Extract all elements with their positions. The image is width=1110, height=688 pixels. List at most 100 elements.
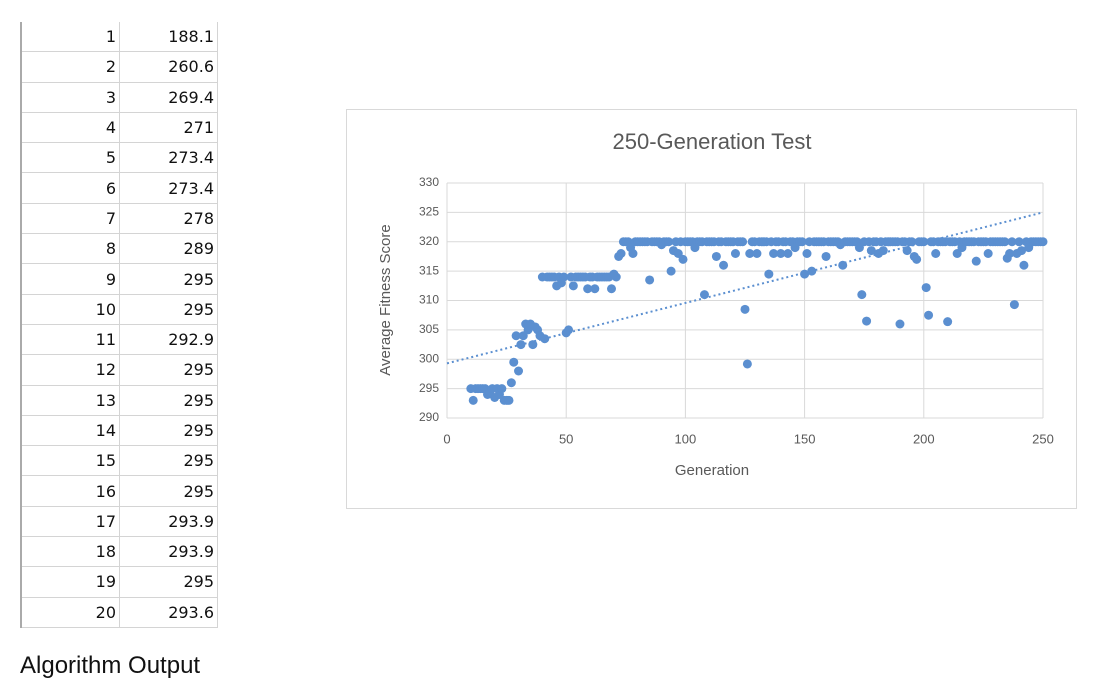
point — [802, 249, 812, 258]
point — [943, 317, 953, 327]
table-cell: 293.6 — [119, 597, 218, 628]
point — [730, 249, 740, 258]
point — [504, 395, 514, 405]
table-cell: 10 — [20, 294, 120, 325]
table-cell: 5 — [20, 142, 120, 174]
data-table: 1 188.1 2 260.6 3 269.4 4 271 5 273.4 6 273.4 7 278 8 2… — [20, 22, 218, 628]
x-axis-title: Generation — [675, 462, 749, 479]
point — [912, 254, 922, 264]
table-cell: 269.4 — [119, 82, 218, 113]
point — [1000, 237, 1010, 247]
y-axis-title: Average Fitness Score — [377, 224, 394, 375]
table-row: 2 260.6 — [20, 51, 218, 83]
x-tick-label: 150 — [794, 431, 816, 446]
point — [783, 249, 793, 258]
point — [611, 272, 621, 282]
table-row: 19 295 — [20, 566, 218, 598]
table-row: 11 292.9 — [20, 324, 218, 356]
point — [699, 290, 709, 300]
point — [664, 237, 674, 247]
point — [506, 378, 516, 388]
point — [1017, 246, 1027, 256]
point — [1038, 237, 1048, 247]
x-tick-label: 250 — [1032, 431, 1054, 446]
y-tick-label: 325 — [419, 205, 439, 219]
table-cell: 20 — [20, 597, 120, 628]
table-cell: 11 — [20, 324, 120, 356]
point — [606, 284, 616, 294]
point — [878, 246, 888, 256]
table-row: 4 271 — [20, 112, 218, 144]
table-cell: 1 — [20, 22, 120, 53]
table-row: 12 295 — [20, 354, 218, 386]
table-cell: 8 — [20, 233, 120, 265]
table-row: 18 293.9 — [20, 536, 218, 568]
y-tick-label: 310 — [419, 293, 439, 307]
point — [666, 266, 676, 276]
point — [769, 249, 779, 258]
table-cell: 295 — [119, 566, 218, 598]
point — [468, 395, 478, 405]
table-row: 7 278 — [20, 203, 218, 235]
point — [857, 290, 867, 300]
table-cell: 4 — [20, 112, 120, 144]
point — [931, 249, 941, 258]
table-row: 15 295 — [20, 445, 218, 477]
x-tick-label: 0 — [443, 431, 450, 446]
table-cell: 271 — [119, 112, 218, 144]
table-row: 17 293.9 — [20, 506, 218, 538]
table-row: 14 295 — [20, 415, 218, 447]
point — [1019, 260, 1029, 270]
table-cell: 18 — [20, 536, 120, 568]
table-cell: 295 — [119, 385, 218, 416]
point — [740, 304, 750, 314]
point — [907, 237, 917, 247]
y-tick-label: 315 — [419, 263, 439, 277]
caption: Algorithm Output — [20, 652, 201, 679]
point — [902, 246, 912, 256]
table-cell: 295 — [119, 445, 218, 477]
point — [1005, 249, 1015, 258]
x-tick-label: 50 — [559, 431, 573, 446]
table-cell: 295 — [119, 415, 218, 447]
table-row: 13 295 — [20, 385, 218, 416]
table-cell: 260.6 — [119, 51, 218, 83]
table-row: 8 289 — [20, 233, 218, 265]
table-cell: 14 — [20, 415, 120, 447]
chart-frame — [346, 109, 1077, 509]
point — [924, 310, 934, 320]
table-cell: 273.4 — [119, 172, 218, 204]
table-cell: 16 — [20, 475, 120, 507]
point — [509, 357, 519, 367]
table-cell: 188.1 — [119, 22, 218, 53]
point — [742, 359, 752, 369]
point — [776, 249, 786, 258]
point — [1009, 300, 1019, 310]
table-cell: 19 — [20, 566, 120, 598]
table-cell: 278 — [119, 203, 218, 235]
point — [738, 237, 748, 247]
point — [559, 272, 569, 282]
point — [895, 319, 905, 329]
point — [514, 366, 524, 376]
table-cell: 292.9 — [119, 324, 218, 356]
point — [971, 256, 981, 266]
point — [745, 249, 755, 258]
table-cell: 6 — [20, 172, 120, 204]
point — [1007, 237, 1017, 247]
table-row: 6 273.4 — [20, 172, 218, 204]
point — [862, 316, 872, 326]
point — [752, 249, 762, 258]
point — [511, 331, 521, 341]
table-row: 3 269.4 — [20, 82, 218, 113]
table-cell: 293.9 — [119, 506, 218, 538]
point — [678, 254, 688, 264]
table-cell: 295 — [119, 475, 218, 507]
chart-title: 250-Generation Test — [613, 129, 812, 154]
table-row: 16 295 — [20, 475, 218, 507]
x-tick-label: 100 — [675, 431, 697, 446]
y-tick-label: 320 — [419, 234, 439, 248]
point — [645, 275, 655, 285]
table-cell: 295 — [119, 263, 218, 295]
